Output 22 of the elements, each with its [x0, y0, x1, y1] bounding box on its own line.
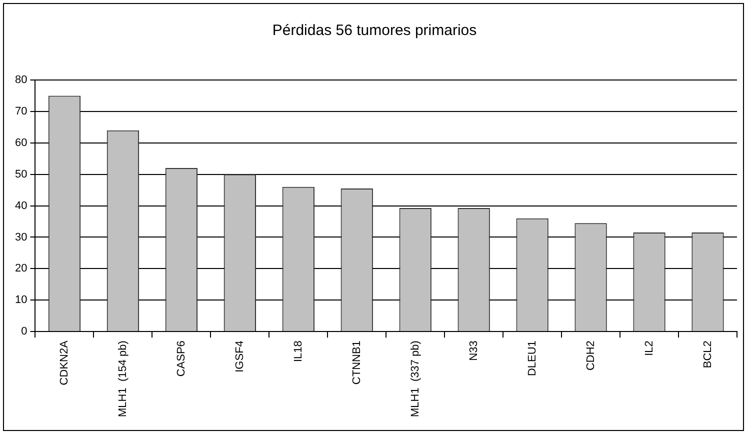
x-tick-label: CDKN2A: [58, 340, 71, 386]
x-tick-label: BCL2: [702, 340, 714, 368]
y-tick-label: 30: [14, 231, 28, 244]
x-tick-label: DLEU1: [526, 340, 538, 376]
y-tick-label: 0: [21, 326, 28, 338]
y-tick-label: 70: [14, 105, 28, 118]
x-tick-label: IGSF4: [234, 340, 246, 372]
x-tick-label: N33: [468, 340, 480, 361]
x-tick-label: MLH1 (337 pb): [409, 340, 422, 418]
y-tick-label: 50: [14, 168, 28, 180]
x-tick-label: IL2: [643, 340, 656, 356]
y-tick-label: 80: [14, 74, 28, 86]
x-tick-label: CDH2: [584, 340, 597, 371]
y-tick-label: 60: [14, 136, 28, 149]
y-tick-label: 10: [14, 294, 28, 306]
chart-title: Pérdidas 56 tumores primarios: [272, 22, 477, 40]
x-tick-label: CASP6: [175, 340, 188, 377]
x-tick-label: MLH1 (154 pb): [116, 340, 129, 418]
y-tick-label: 40: [14, 200, 28, 212]
y-tick-label: 20: [14, 262, 28, 275]
x-tick-label: CTNNB1: [350, 340, 363, 385]
x-tick-label: IL18: [292, 340, 304, 362]
